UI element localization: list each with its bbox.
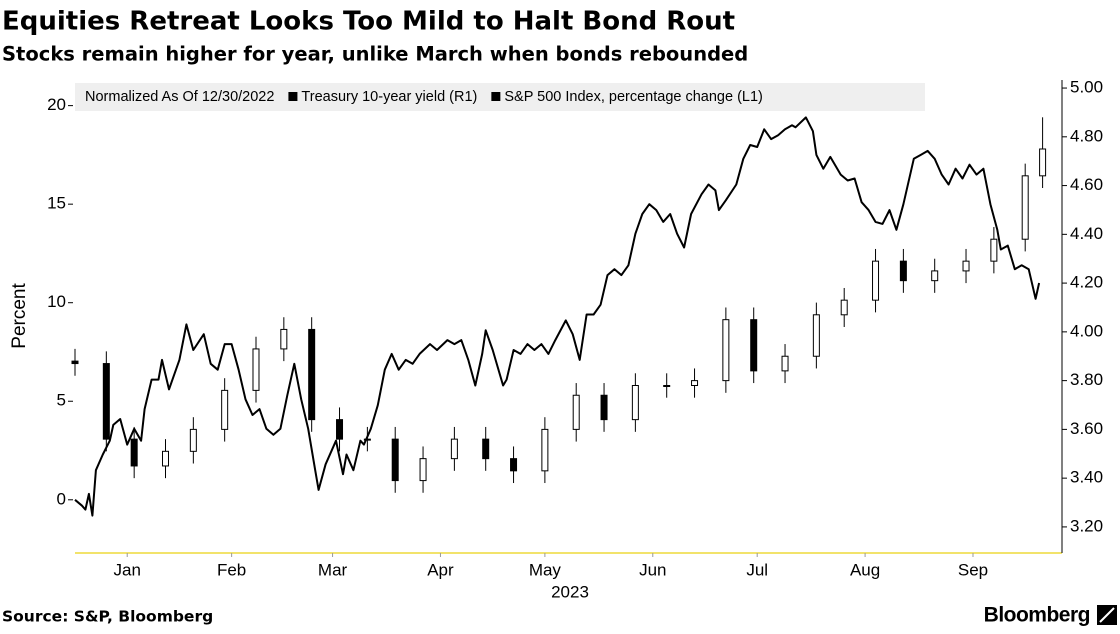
candle-body bbox=[722, 319, 730, 382]
line-series bbox=[74, 116, 1041, 517]
y-tick-label: 0 bbox=[57, 489, 66, 508]
x-tick-label: Mar bbox=[318, 560, 348, 579]
candle-body bbox=[631, 384, 639, 421]
legend-note: Normalized As Of 12/30/2022 bbox=[85, 89, 274, 105]
candle-body bbox=[990, 238, 998, 262]
candle-body bbox=[872, 260, 880, 301]
candle-body bbox=[71, 360, 79, 365]
candle-body bbox=[189, 428, 197, 452]
candle-body bbox=[482, 438, 490, 460]
y2-tick-label: 3.60 bbox=[1070, 419, 1103, 438]
y2-tick-label: 4.40 bbox=[1070, 224, 1103, 243]
candle-body bbox=[750, 319, 758, 372]
y-tick-label: 10 bbox=[47, 292, 66, 311]
candle-body bbox=[781, 355, 789, 372]
legend-label: Treasury 10-year yield (R1) bbox=[301, 89, 477, 105]
y2-tick-label: 5.00 bbox=[1070, 78, 1103, 97]
candle-body bbox=[899, 260, 907, 282]
candle-body bbox=[962, 260, 970, 272]
candle-body bbox=[252, 348, 260, 391]
candle-body bbox=[812, 314, 820, 357]
x-tick-label: Apr bbox=[427, 560, 454, 579]
y2-tick-label: 4.00 bbox=[1070, 321, 1103, 340]
y-tick-label: 5 bbox=[57, 391, 66, 410]
candle-body bbox=[691, 380, 699, 386]
brand-logo: Bloomberg bbox=[984, 604, 1090, 627]
candle-body bbox=[510, 458, 518, 472]
chart-subtitle: Stocks remain higher for year, unlike Ma… bbox=[2, 43, 748, 66]
brand-icon-mark bbox=[1099, 607, 1115, 623]
y-tick-label: 20 bbox=[47, 95, 66, 114]
x-tick-label: May bbox=[529, 560, 562, 579]
candle-body bbox=[600, 394, 608, 421]
candle-body bbox=[663, 384, 671, 387]
source: Source: S&P, Bloomberg bbox=[2, 608, 213, 626]
y-tick-label: 15 bbox=[47, 194, 66, 213]
candle-body bbox=[308, 328, 316, 421]
x-tick-label: Feb bbox=[217, 560, 246, 579]
y2-tick-label: 4.80 bbox=[1070, 126, 1103, 145]
candle-body bbox=[840, 299, 848, 316]
candle-body bbox=[336, 419, 344, 440]
candle-body bbox=[161, 450, 169, 467]
x-tick-label: Sep bbox=[958, 560, 988, 579]
x-tick-label: Jul bbox=[746, 560, 768, 579]
candle-body bbox=[130, 438, 138, 467]
candle-body bbox=[221, 389, 229, 430]
candle-body bbox=[1039, 148, 1047, 177]
legend-swatch bbox=[491, 92, 501, 101]
y-axis-label: Percent bbox=[9, 283, 30, 349]
x-tick-label: Aug bbox=[850, 560, 880, 579]
candle-body bbox=[450, 438, 458, 460]
legend-label: S&P 500 Index, percentage change (L1) bbox=[504, 89, 763, 105]
y2-tick-label: 4.60 bbox=[1070, 175, 1103, 194]
candle-body bbox=[102, 363, 110, 440]
x-tick-label: Jan bbox=[113, 560, 140, 579]
candle-body bbox=[572, 394, 580, 430]
x-axis-label: 2023 bbox=[551, 582, 589, 601]
y2-tick-label: 3.40 bbox=[1070, 468, 1103, 487]
y2-tick-label: 3.80 bbox=[1070, 370, 1103, 389]
chart-title: Equities Retreat Looks Too Mild to Halt … bbox=[2, 7, 735, 37]
candle-body bbox=[541, 428, 549, 472]
candle-body bbox=[391, 438, 399, 482]
candle-body bbox=[1021, 175, 1029, 240]
candle-body bbox=[931, 270, 939, 282]
legend-swatch bbox=[288, 92, 298, 101]
y2-tick-label: 3.20 bbox=[1070, 516, 1103, 535]
candle-body bbox=[419, 458, 427, 482]
y2-tick-label: 4.20 bbox=[1070, 273, 1103, 292]
candle-body bbox=[280, 328, 288, 350]
x-tick-label: Jun bbox=[639, 560, 666, 579]
